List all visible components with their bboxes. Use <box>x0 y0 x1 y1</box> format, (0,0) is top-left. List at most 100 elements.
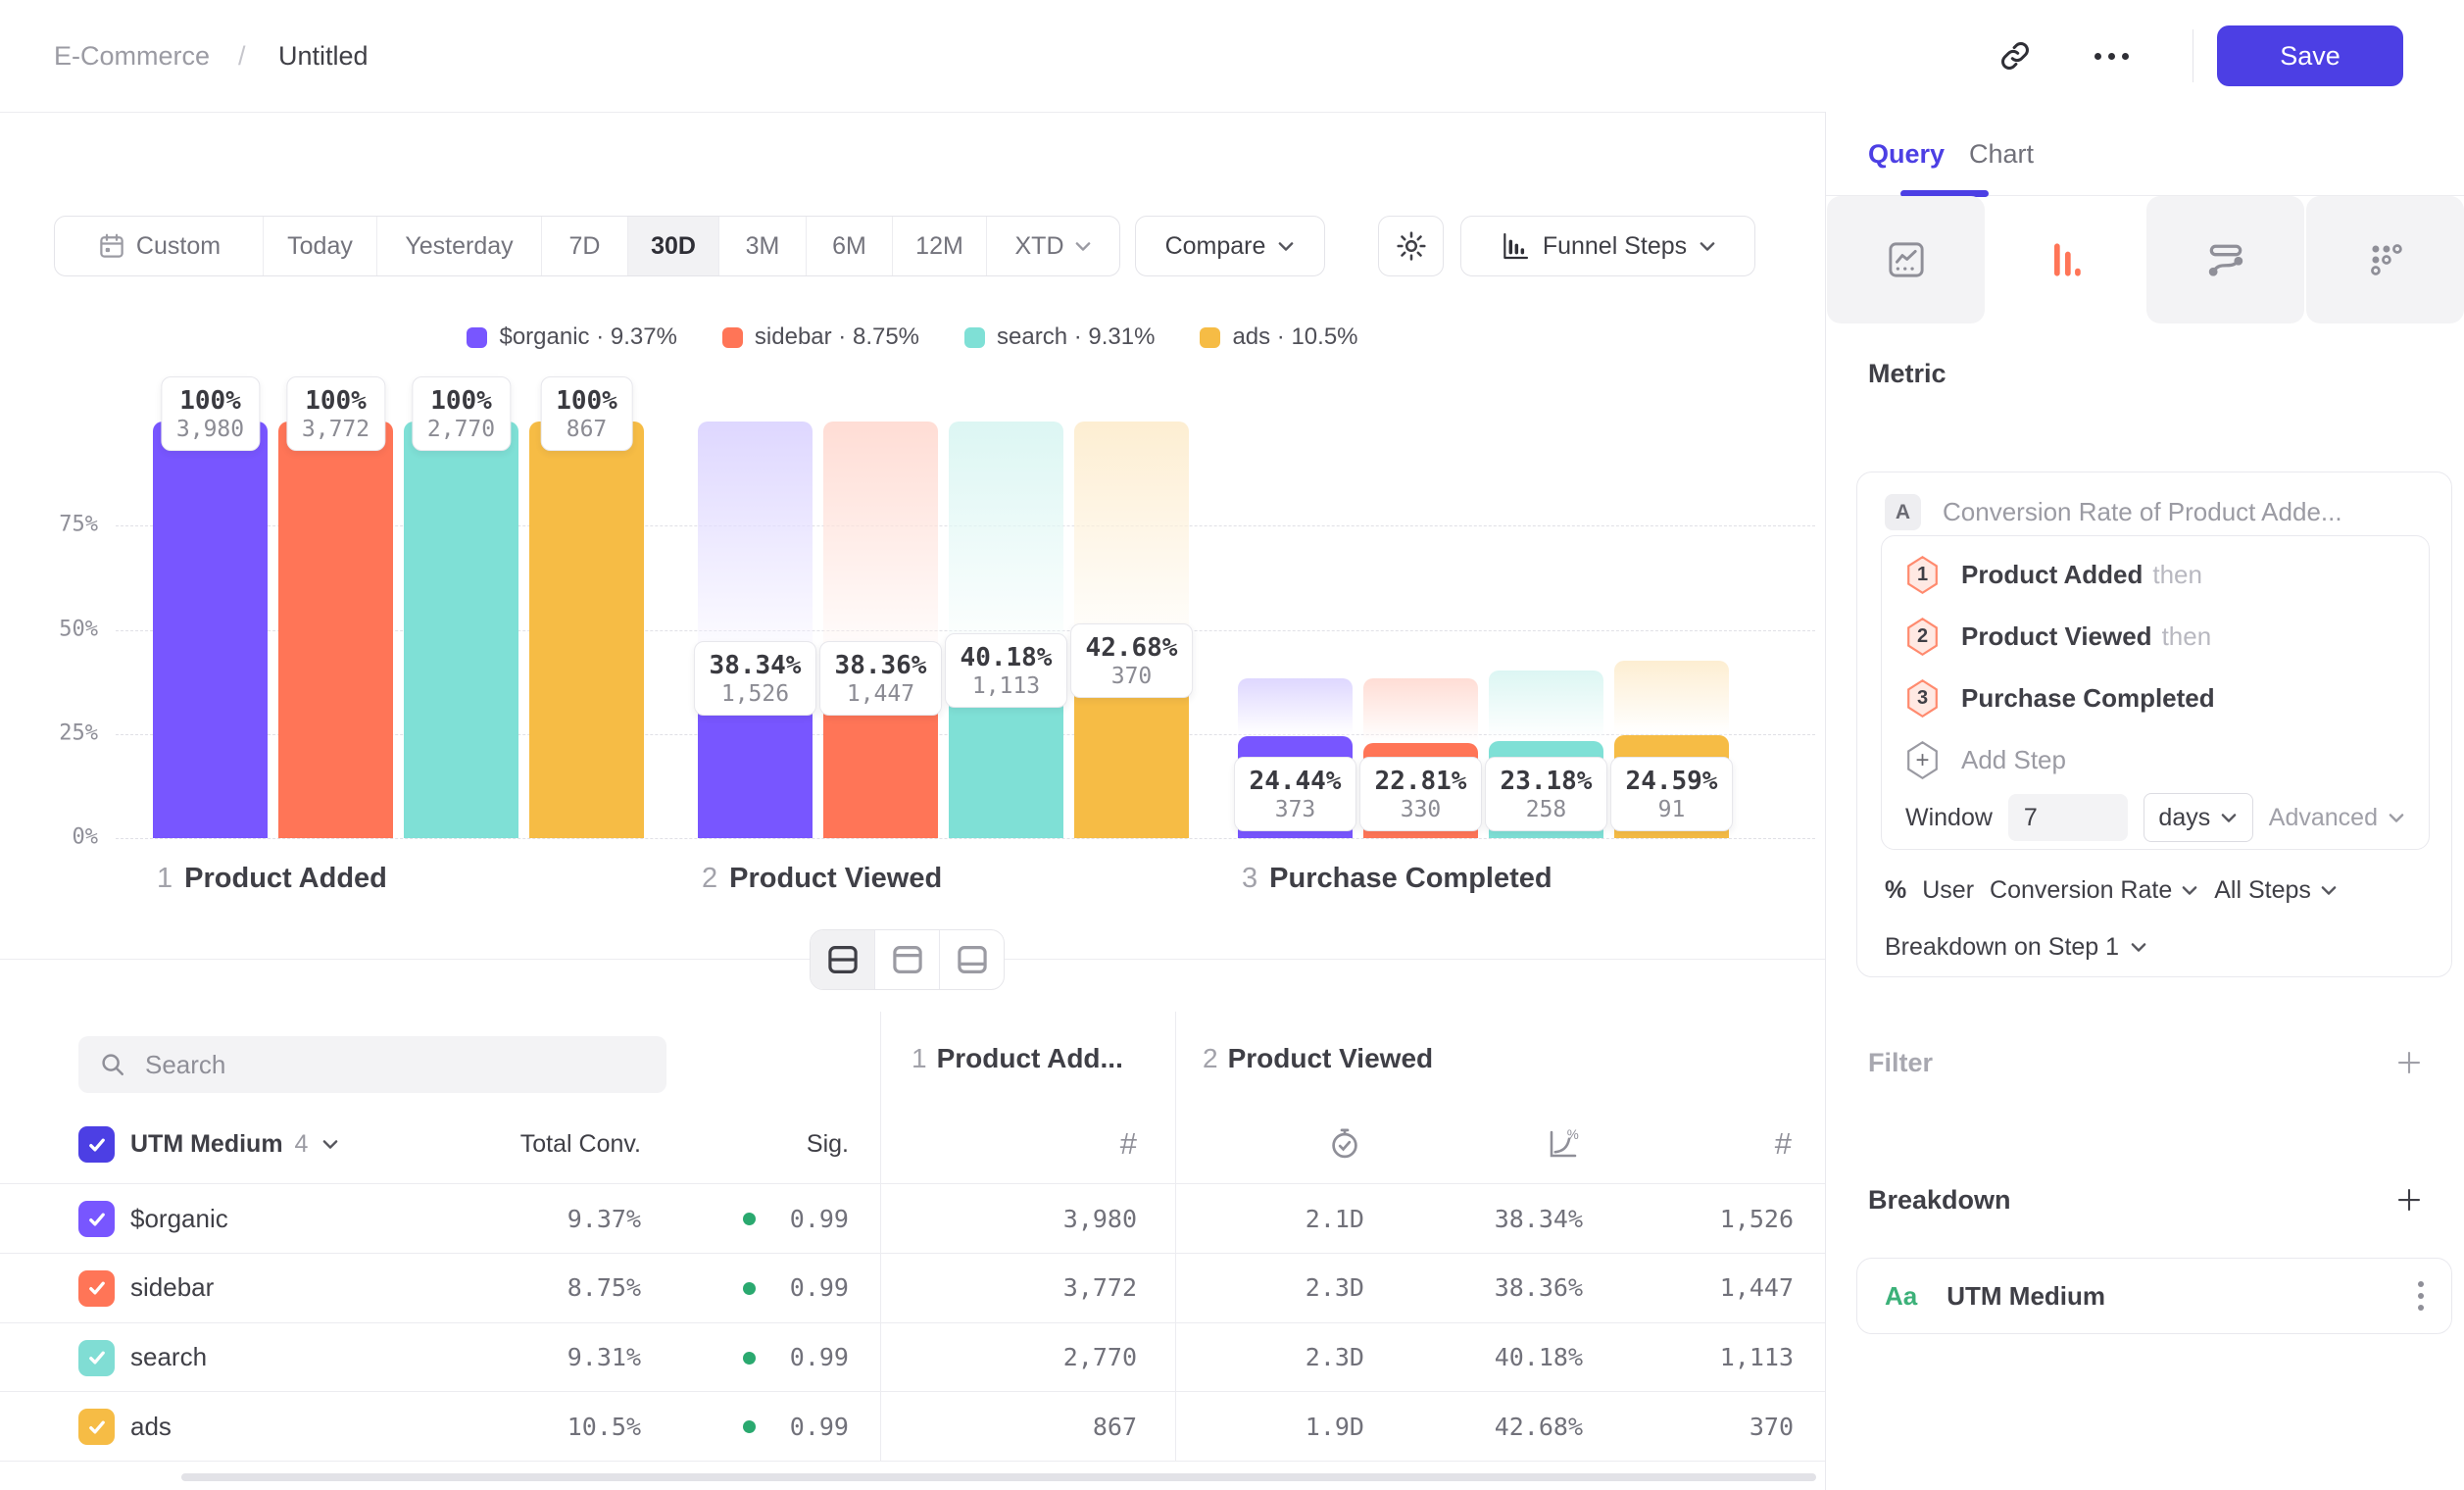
funnel-ghost-bar <box>823 422 938 678</box>
funnel-step-row-1[interactable]: 1Product Addedthen <box>1882 544 2429 606</box>
funnel-bar-sidebar-step1[interactable] <box>278 422 393 838</box>
row-checkbox-search[interactable] <box>78 1340 115 1376</box>
bar-value-label: 38.36%1,447 <box>819 641 943 716</box>
insights-icon <box>1885 238 1928 281</box>
group-column-header[interactable]: UTM Medium 4 <box>130 1109 339 1179</box>
layout-split-button[interactable] <box>811 930 875 989</box>
row-checkbox-ads[interactable] <box>78 1409 115 1445</box>
select-all-checkbox[interactable] <box>78 1126 115 1163</box>
row-value: 867 <box>921 1392 1137 1461</box>
row-value: 40.18% <box>1411 1323 1583 1392</box>
date-range-today[interactable]: Today <box>264 217 377 275</box>
tab-query[interactable]: Query <box>1868 112 1945 196</box>
range-label: 30D <box>651 232 696 261</box>
conv-rate-column-icon[interactable]: % <box>1483 1123 1581 1165</box>
sig-header[interactable]: Sig. <box>686 1109 849 1179</box>
row-checkbox-sidebar[interactable] <box>78 1270 115 1307</box>
legend-item[interactable]: search · 9.31% <box>964 323 1155 351</box>
date-range-custom[interactable]: Custom <box>55 217 264 275</box>
significance-dot <box>743 1352 756 1365</box>
funnel-bar-$organic-step1[interactable] <box>153 422 268 838</box>
add-breakdown-button[interactable] <box>2394 1185 2424 1215</box>
breakdown-on-step-select[interactable]: Breakdown on Step 1 <box>1885 925 2147 968</box>
window-unit-select[interactable]: days <box>2144 793 2253 842</box>
breakdown-kebab-menu[interactable] <box>2418 1281 2424 1311</box>
avg-time-column-icon[interactable] <box>1264 1123 1362 1165</box>
date-range-6m[interactable]: 6M <box>807 217 893 275</box>
row-value: 3,772 <box>921 1254 1137 1322</box>
date-range-30d[interactable]: 30D <box>628 217 719 275</box>
legend-item[interactable]: ads · 10.5% <box>1200 323 1357 351</box>
layout-chart-only-button[interactable] <box>875 930 940 989</box>
gridline <box>116 838 1815 839</box>
date-range-xtd[interactable]: XTD <box>987 217 1119 275</box>
table-row[interactable]: ads10.5%0.998671.9D42.68%370 <box>0 1392 1825 1462</box>
step-hexagon-badge: 3 <box>1905 679 1940 718</box>
query-panel: Query Chart <box>1825 112 2464 1490</box>
chart-step-label: 2Product Viewed <box>702 863 942 895</box>
measure-scope-select[interactable]: All Steps <box>2214 876 2338 905</box>
measure-entity[interactable]: User <box>1922 876 1974 905</box>
filter-heading: Filter <box>1868 1048 1933 1078</box>
total-conv-header[interactable]: Total Conv. <box>392 1109 641 1179</box>
chart-settings-button[interactable] <box>1378 216 1444 276</box>
funnel-ghost-bar <box>1238 678 1353 736</box>
row-checkbox-$organic[interactable] <box>78 1201 115 1237</box>
search-input[interactable] <box>143 1049 647 1081</box>
bar-count: 1,526 <box>710 681 802 708</box>
range-label: Today <box>287 232 353 261</box>
more-menu-button[interactable] <box>2086 30 2137 81</box>
save-button[interactable]: Save <box>2217 25 2403 86</box>
insights-report-tab[interactable] <box>1827 196 1985 323</box>
copy-link-button[interactable] <box>1990 30 2041 81</box>
breadcrumb-report-title[interactable]: Untitled <box>278 0 369 112</box>
retention-report-tab[interactable] <box>2306 196 2464 323</box>
row-value: 2,770 <box>921 1323 1137 1392</box>
legend-label: search · 9.31% <box>997 323 1155 351</box>
bar-value-label: 38.34%1,526 <box>694 641 817 716</box>
y-axis-tick: 75% <box>27 513 98 537</box>
step-hexagon-badge: 1 <box>1905 556 1940 594</box>
funnel-steps-icon <box>1500 230 1531 262</box>
window-value-input[interactable]: 7 <box>2008 794 2128 841</box>
breakdown-property-card[interactable]: Aa UTM Medium <box>1856 1258 2452 1334</box>
funnel-bar-ads-step1[interactable] <box>529 422 644 838</box>
funnel-step-row-3[interactable]: 3 Purchase Completed <box>1882 668 2429 729</box>
bar-value-label: 24.44%373 <box>1234 757 1357 831</box>
step-event-label: Purchase Completed <box>1961 683 2215 714</box>
chart-type-label: Funnel Steps <box>1543 232 1687 261</box>
add-filter-button[interactable] <box>2394 1048 2424 1077</box>
date-range-3m[interactable]: 3M <box>719 217 807 275</box>
compare-button[interactable]: Compare <box>1135 216 1325 276</box>
tab-chart[interactable]: Chart <box>1969 112 2034 196</box>
legend-item[interactable]: sidebar · 8.75% <box>722 323 919 351</box>
legend-item[interactable]: $organic · 9.37% <box>467 323 676 351</box>
advanced-toggle[interactable]: Advanced <box>2269 804 2405 832</box>
horizontal-scrollbar[interactable] <box>181 1473 1816 1481</box>
count-column-icon-step2[interactable]: # <box>1694 1123 1792 1165</box>
table-row[interactable]: search9.31%0.992,7702.3D40.18%1,113 <box>0 1323 1825 1393</box>
date-range-12m[interactable]: 12M <box>893 217 987 275</box>
funnel-step-row-2[interactable]: 2Product Viewedthen <box>1882 606 2429 668</box>
table-row[interactable]: $organic9.37%0.993,9802.1D38.34%1,526 <box>0 1184 1825 1254</box>
breakdown-heading: Breakdown <box>1868 1185 2011 1216</box>
measure-metric-select[interactable]: Conversion Rate <box>1990 876 2198 905</box>
range-label: 6M <box>832 232 866 261</box>
date-range-7d[interactable]: 7D <box>542 217 628 275</box>
table-step2-header: 2Product Viewed <box>1203 1043 1433 1074</box>
row-name: $organic <box>130 1184 228 1253</box>
count-column-icon-step1[interactable]: # <box>1039 1123 1137 1165</box>
chart-type-button[interactable]: Funnel Steps <box>1460 216 1755 276</box>
layout-table-only-button[interactable] <box>940 930 1004 989</box>
date-range-yesterday[interactable]: Yesterday <box>377 217 542 275</box>
legend-label: $organic · 9.37% <box>499 323 676 351</box>
flows-report-tab[interactable] <box>2146 196 2304 323</box>
table-row[interactable]: sidebar8.75%0.993,7722.3D38.36%1,447 <box>0 1254 1825 1323</box>
funnel-bar-search-step1[interactable] <box>404 422 518 838</box>
funnels-report-tab[interactable] <box>1987 196 2144 323</box>
range-label: 3M <box>746 232 780 261</box>
breadcrumb-project[interactable]: E-Commerce <box>54 0 210 112</box>
add-step-button[interactable]: + Add Step <box>1882 729 2429 791</box>
metric-label-row[interactable]: A Conversion Rate of Product Adde... <box>1885 494 2342 530</box>
legend-label: ads · 10.5% <box>1232 323 1357 351</box>
